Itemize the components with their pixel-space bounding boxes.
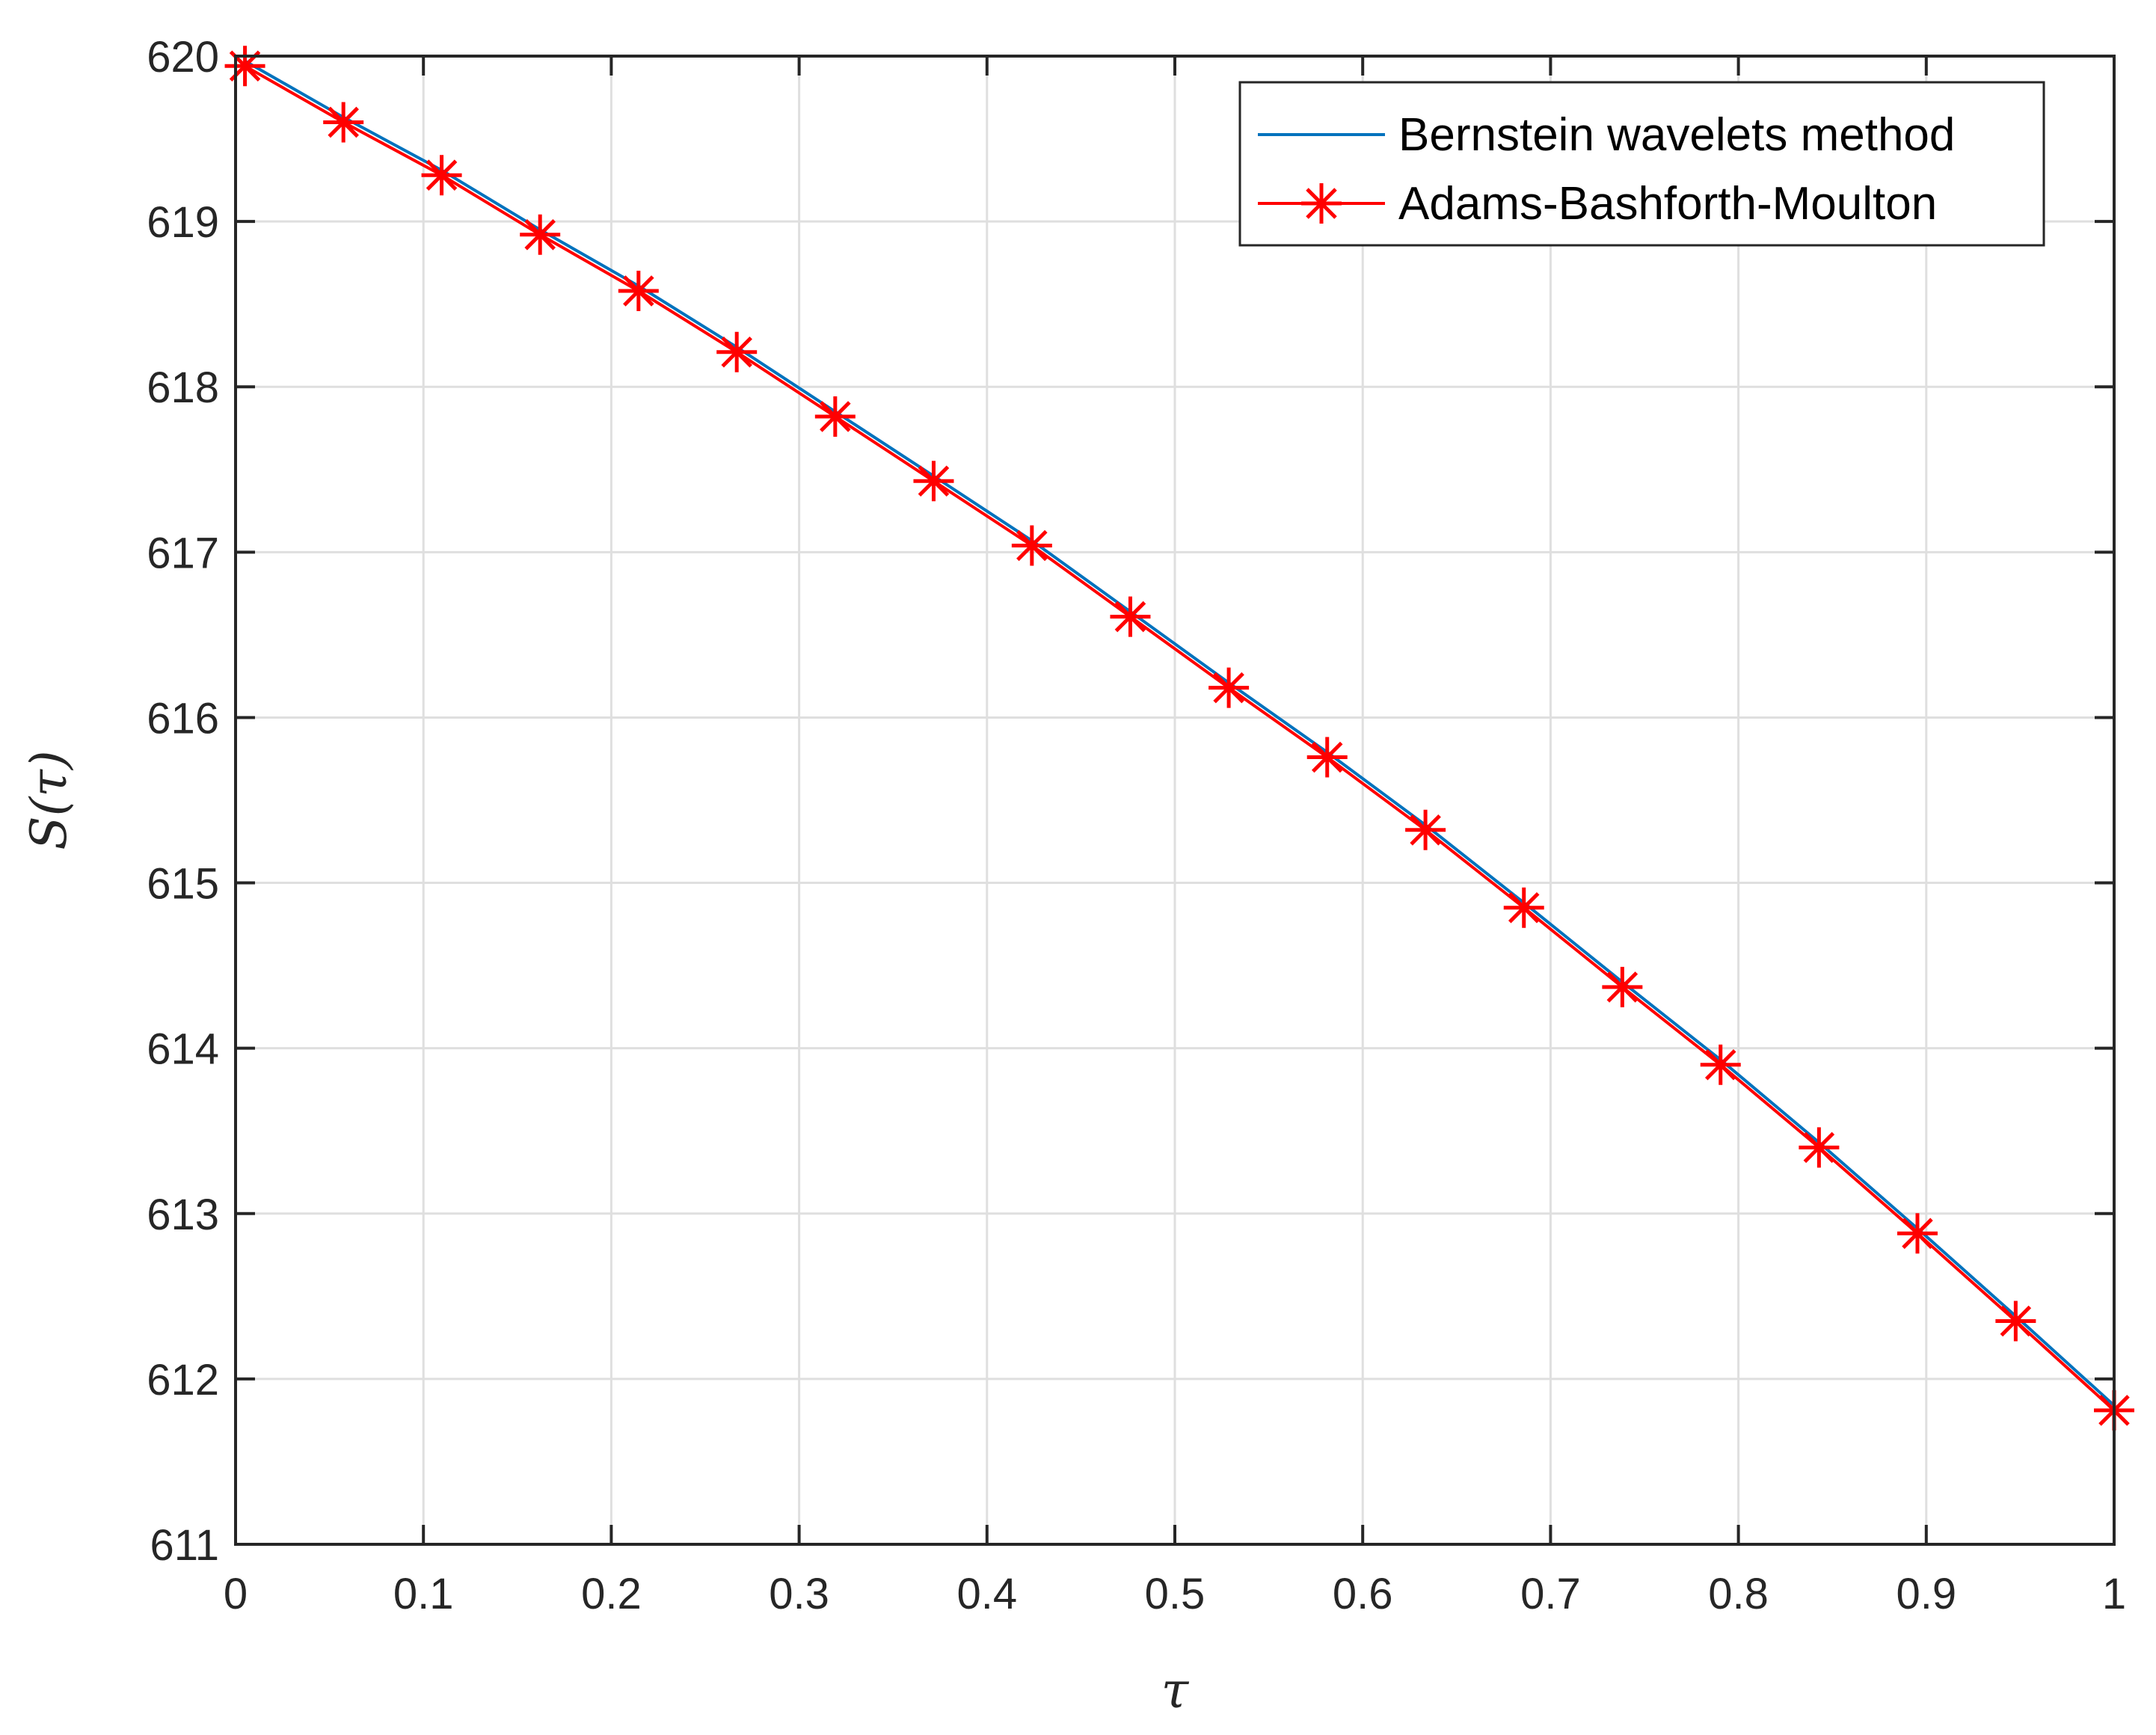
tick-labels: 0 0.1 0.2 0.3 0.4 0.5 0.6 0.7 0.8 0.9 1 611 612 613 61… — [147, 33, 2126, 1618]
y-tick-label: 618 — [147, 363, 219, 412]
series-line — [244, 59, 2116, 1407]
data-point-marker — [1799, 1127, 1840, 1168]
y-tick-label: 611 — [150, 1521, 219, 1570]
data-point-marker — [1700, 1044, 1741, 1085]
data-point-marker — [1306, 737, 1348, 778]
data-point-marker — [224, 46, 265, 87]
x-tick-label: 0.5 — [1145, 1570, 1206, 1618]
y-tick-label: 617 — [147, 529, 219, 577]
series-line — [244, 64, 2116, 1412]
data-point-marker — [1405, 809, 1446, 850]
data-point-marker — [1110, 596, 1151, 637]
x-tick-label: 0.1 — [393, 1570, 454, 1618]
y-tick-label: 613 — [147, 1191, 219, 1239]
legend-marker-abm — [1301, 183, 1342, 224]
x-tick-label: 1 — [2102, 1570, 2126, 1618]
legend-box — [1238, 81, 2045, 247]
x-tick-label: 0.4 — [956, 1570, 1017, 1618]
data-point-marker — [421, 155, 462, 196]
x-tick-label: 0.3 — [769, 1570, 829, 1618]
data-point-marker — [1011, 525, 1052, 566]
data-point-marker — [1897, 1213, 1938, 1254]
y-axis-label: S(τ) — [20, 750, 78, 850]
x-tick-label: 0 — [224, 1570, 248, 1618]
data-point-marker — [716, 331, 758, 372]
legend: Bernstein wavelets method Adams-Bashfort… — [1238, 81, 2045, 247]
data-point-marker — [1208, 667, 1250, 708]
x-tick-label: 0.9 — [1896, 1570, 1956, 1618]
data-point-marker — [323, 102, 364, 143]
y-tick-label: 612 — [147, 1356, 219, 1404]
series-0 — [244, 59, 2116, 1407]
y-tick-label: 615 — [147, 860, 219, 909]
x-tick-label: 0.8 — [1708, 1570, 1769, 1618]
y-tick-label: 614 — [147, 1025, 219, 1074]
data-point-marker — [520, 214, 561, 255]
y-tick-label: 620 — [147, 33, 219, 82]
legend-asterisk-icon — [1301, 183, 1342, 224]
data-point-marker — [1602, 966, 1643, 1007]
legend-label-bernstein: Bernstein wavelets method — [1398, 109, 1955, 161]
plot-frame — [234, 55, 2116, 1546]
data-point-marker — [1995, 1301, 2036, 1342]
data-point-marker — [1503, 887, 1544, 928]
data-point-marker — [814, 396, 856, 437]
x-tick-label: 0.2 — [581, 1570, 642, 1618]
x-axis-label: τ — [1161, 1662, 1190, 1719]
series-layer — [224, 46, 2134, 1431]
x-tick-label: 0.6 — [1333, 1570, 1393, 1618]
data-point-marker — [913, 461, 954, 502]
y-tick-label: 616 — [147, 694, 219, 743]
legend-label-abm: Adams-Bashforth-Moulton — [1398, 178, 1937, 230]
x-tick-label: 0.7 — [1520, 1570, 1581, 1618]
y-tick-label: 619 — [147, 198, 219, 247]
data-point-marker — [618, 270, 659, 311]
series-1 — [224, 46, 2134, 1431]
